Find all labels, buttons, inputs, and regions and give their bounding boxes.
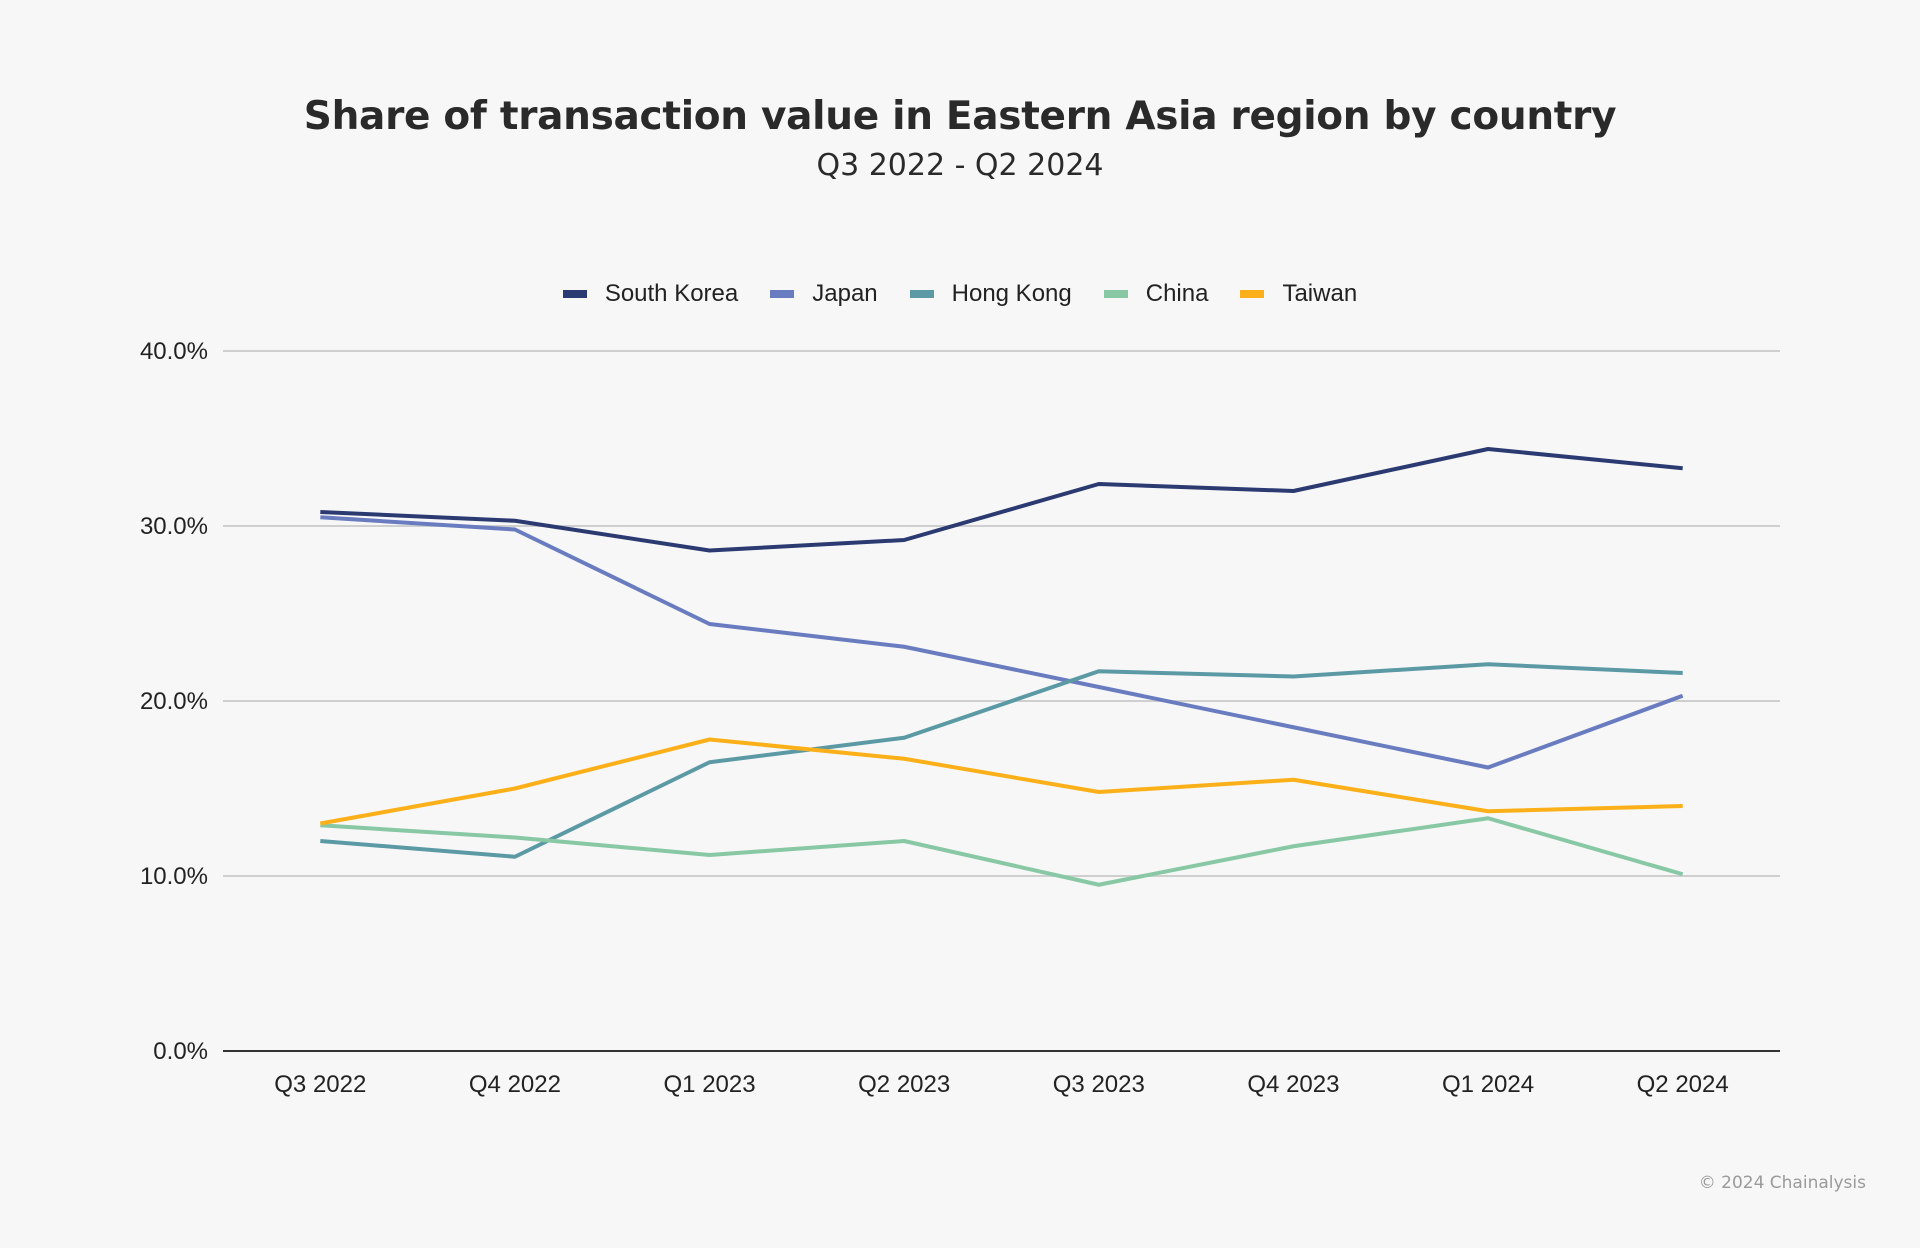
y-tick-label: 0.0% [153, 1038, 208, 1065]
y-tick-label: 10.0% [140, 863, 208, 890]
series-line-hong-kong [320, 662, 1683, 859]
legend-item-china[interactable]: China [1103, 280, 1209, 308]
x-tick-label: Q4 2023 [1247, 1071, 1339, 1098]
chart-title: Share of transaction value in Eastern As… [303, 94, 1617, 139]
x-tick-label: Q4 2022 [469, 1071, 561, 1098]
x-tick-label: Q1 2024 [1442, 1071, 1534, 1098]
legend-label: China [1145, 280, 1209, 307]
legend-item-taiwan[interactable]: Taiwan [1240, 280, 1357, 308]
legend-label: Hong Kong [951, 280, 1072, 307]
gridlines [223, 350, 1780, 1052]
copyright: © 2024 Chainalysis [1698, 1173, 1866, 1193]
chart-subtitle: Q3 2022 - Q2 2024 [816, 148, 1104, 183]
x-tick-label: Q1 2023 [664, 1071, 756, 1098]
legend-swatch [909, 290, 934, 298]
x-tick-label: Q3 2023 [1053, 1071, 1145, 1098]
legend-item-south-korea[interactable]: South Korea [562, 280, 739, 308]
legend-item-japan[interactable]: Japan [770, 280, 878, 308]
x-tick-label: Q3 2022 [274, 1071, 366, 1098]
y-tick-label: 30.0% [140, 513, 208, 540]
legend-label: Taiwan [1282, 280, 1358, 307]
legend-item-hong-kong[interactable]: Hong Kong [909, 280, 1072, 308]
legend-label: Japan [812, 280, 878, 307]
series-line-south-korea [320, 447, 1683, 553]
y-axis-ticks: 0.0% 10.0% 20.0% 30.0% 40.0% [140, 338, 208, 1065]
legend-swatch [1240, 290, 1265, 298]
series-line-taiwan [319, 737, 1683, 826]
y-tick-label: 40.0% [140, 338, 208, 365]
legend-label: South Korea [604, 280, 739, 307]
y-tick-label: 20.0% [140, 688, 208, 715]
x-tick-label: Q2 2023 [858, 1071, 950, 1098]
series-line-china [320, 816, 1684, 887]
legend-swatch [770, 290, 795, 298]
legend-swatch [1103, 290, 1128, 298]
x-axis-ticks: Q3 2022 Q4 2022 Q1 2023 Q2 2023 Q3 2023 Q4 20… [274, 1071, 1728, 1098]
series-lines [319, 447, 1684, 887]
legend: South Korea Japan Hong Kong China Taiwan [0, 280, 1920, 308]
legend-swatch [562, 290, 587, 298]
x-tick-label: Q2 2024 [1637, 1071, 1729, 1098]
series-line-japan [320, 515, 1684, 770]
